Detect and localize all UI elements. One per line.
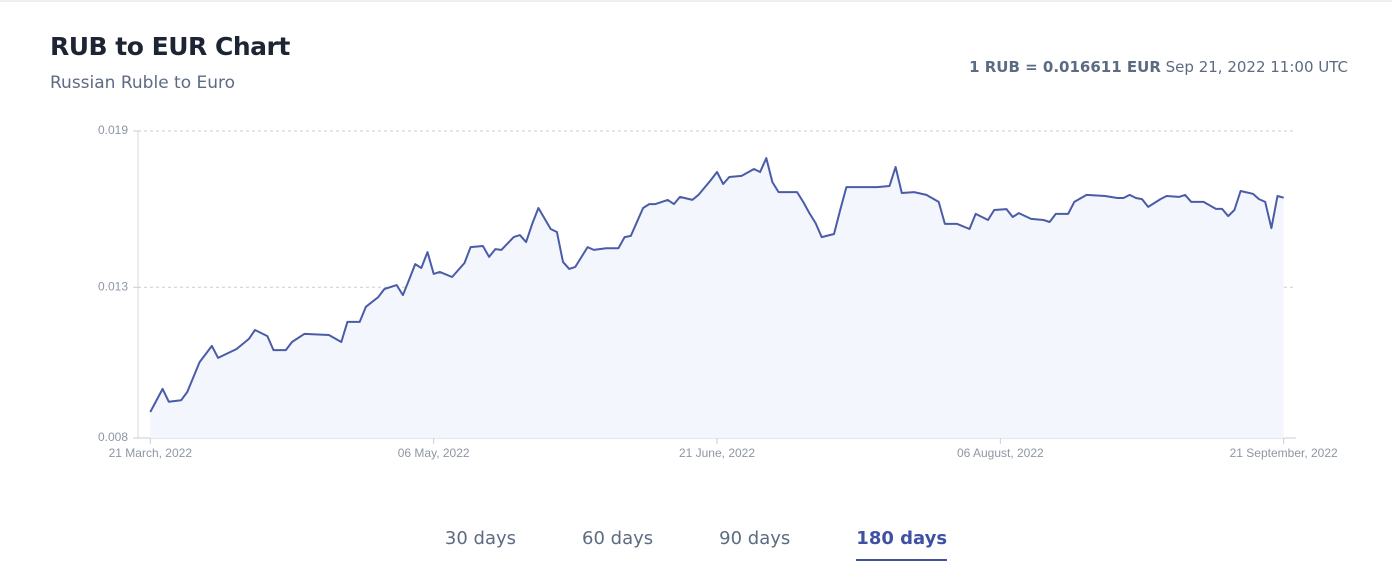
x-tick-label: 21 March, 2022: [109, 446, 193, 460]
area: [150, 158, 1284, 438]
y-tick-label: 0.019: [98, 123, 128, 137]
title: RUB to EUR Chart: [50, 32, 290, 61]
line: [149, 157, 1284, 413]
range-tab[interactable]: 90 days: [719, 528, 791, 549]
timestamp: Sep 21, 2022 11:00 UTC: [1165, 58, 1348, 76]
rate: 1 RUB = 0.016611 EUR: [969, 58, 1161, 76]
y-tick-label: 0.013: [98, 279, 128, 293]
x-tick-label: 06 August, 2022: [957, 446, 1044, 460]
x-tick-label: 21 September, 2022: [1230, 446, 1338, 460]
range-tab[interactable]: 30 days: [444, 528, 517, 549]
x-tick-label: 06 May, 2022: [398, 446, 470, 460]
y-tick-label: 0.008: [98, 430, 128, 444]
subtitle: Russian Ruble to Euro: [50, 73, 236, 93]
chart: 0.008 0.013 0.019 21 March, 2022 06 May, 202…: [98, 123, 1338, 460]
range-tab[interactable]: 60 days: [582, 528, 654, 549]
tabs: 30 days 60 days 90 days 180 days: [0, 524, 1392, 561]
rate-info: 1 RUB = 0.016611 EUR Sep 21, 2022 11:00 …: [969, 58, 1348, 76]
x-tick-label: 21 June, 2022: [679, 446, 755, 460]
range-tab[interactable]: 180 days: [856, 524, 948, 561]
